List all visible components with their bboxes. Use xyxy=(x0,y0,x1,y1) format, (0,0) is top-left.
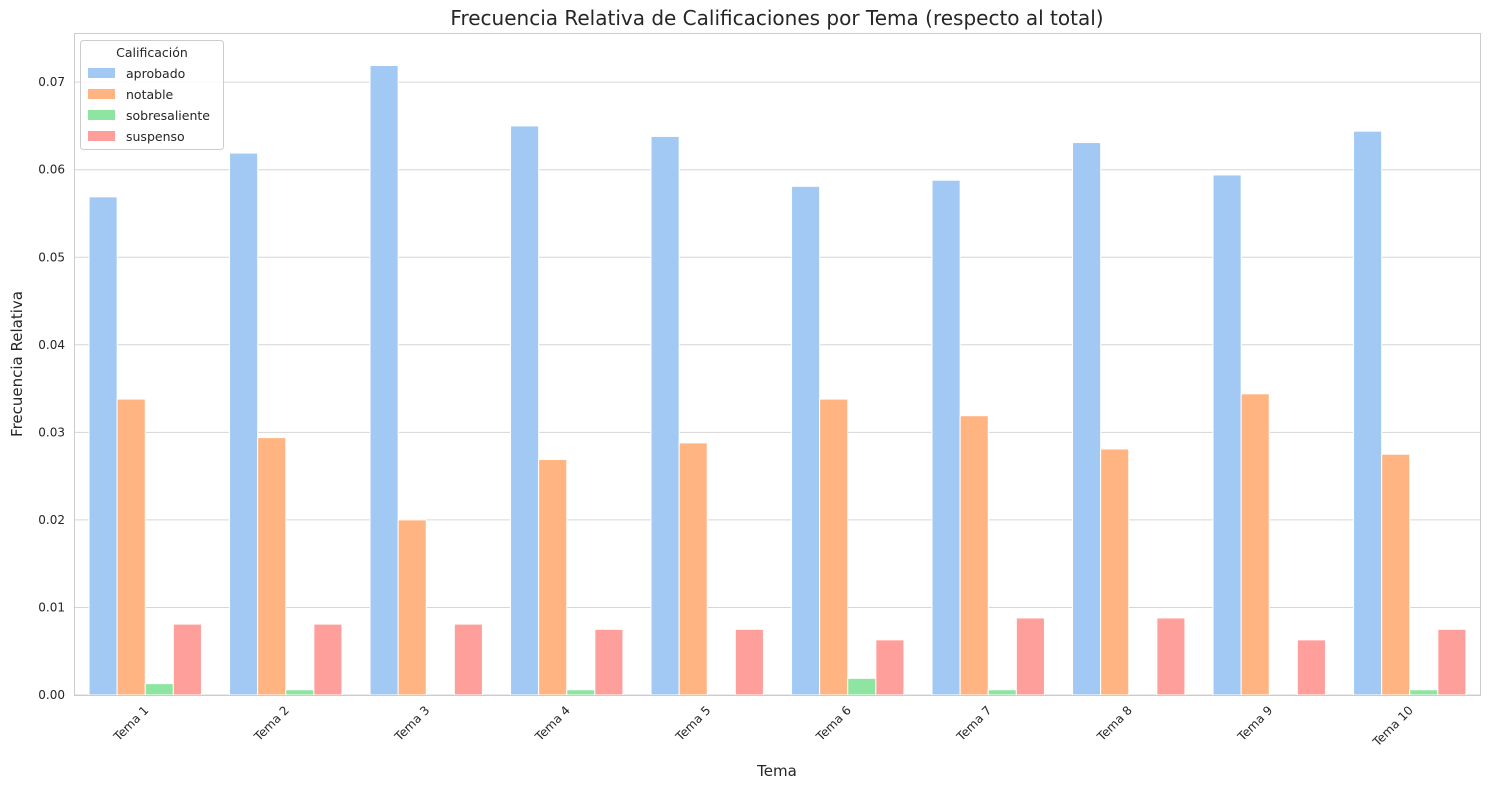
bar-aprobado-7 xyxy=(931,179,961,696)
bar-suspenso-10 xyxy=(1437,628,1467,696)
bar-sobresaliente-7 xyxy=(987,689,1017,696)
bar-aprobado-4 xyxy=(510,125,540,696)
bar-notable-5 xyxy=(678,442,708,696)
legend: Calificación aprobado notable sobresalient… xyxy=(80,40,224,150)
y-tick-label: 0.07 xyxy=(38,75,65,89)
x-tick-label: Tema 4 xyxy=(532,703,573,744)
y-tick-label: 0.06 xyxy=(38,163,65,177)
legend-label-aprobado: aprobado xyxy=(126,66,185,81)
bar-aprobado-6 xyxy=(791,185,821,696)
bar-sobresaliente-2 xyxy=(285,689,315,696)
x-tick-label: Tema 6 xyxy=(813,703,854,744)
bar-aprobado-8 xyxy=(1072,142,1102,696)
y-tick-label: 0.02 xyxy=(38,513,65,527)
bar-suspenso-8 xyxy=(1156,617,1186,696)
bar-sobresaliente-6 xyxy=(847,677,877,696)
x-tick-label: Tema 9 xyxy=(1234,703,1275,744)
bar-aprobado-9 xyxy=(1212,174,1242,696)
bar-notable-10 xyxy=(1381,453,1411,696)
legend-swatch-sobresaliente xyxy=(88,110,115,120)
bar-aprobado-3 xyxy=(369,65,399,696)
legend-label-suspenso: suspenso xyxy=(126,129,185,144)
y-tick-labels: 0.00 0.01 0.02 0.03 0.04 0.05 0.06 0.07 xyxy=(38,75,65,702)
bar-notable-1 xyxy=(116,398,146,696)
bar-notable-2 xyxy=(257,437,287,696)
y-tick-label: 0.05 xyxy=(38,250,65,264)
bar-notable-6 xyxy=(819,398,849,696)
x-axis-label: Tema xyxy=(756,762,797,780)
x-tick-label: Tema 2 xyxy=(251,703,292,744)
x-tick-label: Tema 10 xyxy=(1369,703,1416,750)
y-tick-label: 0.04 xyxy=(38,338,65,352)
x-tick-labels: Tema 1 Tema 2 Tema 3 Tema 4 Tema 5 Tema 6 Tema… xyxy=(110,703,1416,750)
bar-suspenso-3 xyxy=(453,623,483,696)
bar-suspenso-6 xyxy=(875,639,905,696)
chart-title: Frecuencia Relativa de Calificaciones po… xyxy=(450,6,1103,30)
bar-suspenso-9 xyxy=(1296,639,1326,696)
bar-sobresaliente-1 xyxy=(144,683,174,696)
bar-aprobado-5 xyxy=(650,135,680,696)
bar-notable-4 xyxy=(538,458,568,696)
x-tick-label: Tema 7 xyxy=(953,703,994,744)
bar-suspenso-5 xyxy=(734,628,764,696)
bar-notable-8 xyxy=(1100,448,1130,696)
legend-swatch-notable xyxy=(88,89,115,99)
plot-frame xyxy=(74,33,1481,696)
bar-suspenso-2 xyxy=(313,623,343,696)
x-tick-label: Tema 5 xyxy=(672,703,713,744)
bar-notable-7 xyxy=(959,415,989,696)
bar-aprobado-1 xyxy=(88,196,118,696)
bar-sobresaliente-10 xyxy=(1409,689,1439,696)
x-tick-label: Tema 3 xyxy=(391,703,432,744)
legend-label-notable: notable xyxy=(126,87,174,102)
legend-items: aprobado notable sobresaliente suspenso xyxy=(88,66,210,144)
bar-notable-9 xyxy=(1240,393,1270,696)
bar-suspenso-4 xyxy=(594,628,624,696)
y-tick-label: 0.01 xyxy=(38,600,65,614)
y-axis-label: Frecuencia Relativa xyxy=(8,291,26,437)
legend-swatch-suspenso xyxy=(88,131,115,141)
bar-suspenso-7 xyxy=(1015,617,1045,696)
y-tick-label: 0.00 xyxy=(38,688,65,702)
x-tick-label: Tema 8 xyxy=(1094,703,1135,744)
bar-notable-3 xyxy=(397,519,427,696)
gridlines xyxy=(75,81,1480,696)
bars xyxy=(88,65,1467,696)
legend-frame xyxy=(80,40,224,150)
legend-swatch-aprobado xyxy=(88,68,115,78)
y-tick-label: 0.03 xyxy=(38,425,65,439)
x-tick-label: Tema 1 xyxy=(110,703,151,744)
legend-label-sobresaliente: sobresaliente xyxy=(126,108,210,123)
legend-title: Calificación xyxy=(116,45,188,60)
bar-aprobado-2 xyxy=(229,152,259,696)
bar-suspenso-1 xyxy=(172,623,202,696)
bar-aprobado-10 xyxy=(1353,130,1383,696)
bar-sobresaliente-4 xyxy=(566,689,596,696)
